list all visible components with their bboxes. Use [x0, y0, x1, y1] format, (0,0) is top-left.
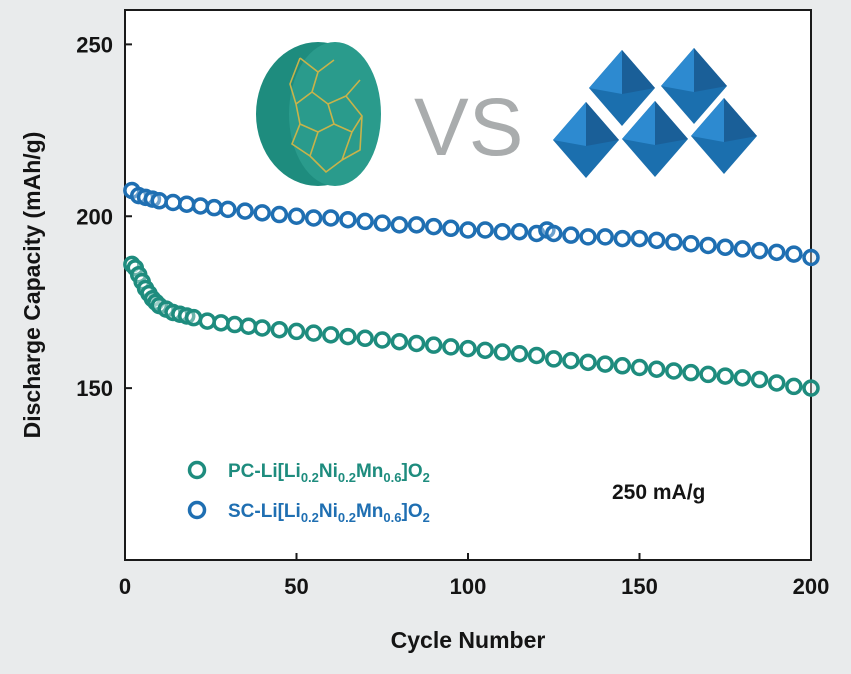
- pc-data-point: [253, 319, 271, 337]
- sc-data-point: [699, 236, 717, 255]
- pc-data-point: [767, 374, 786, 392]
- data-points: [123, 181, 820, 397]
- y-axis-label: Discharge Capacity (mAh/g): [19, 132, 45, 439]
- sc-data-point: [682, 235, 700, 253]
- pc-data-point: [596, 355, 614, 373]
- pc-data-point: [184, 308, 203, 327]
- pc-data-point: [339, 327, 357, 346]
- pc-data-point: [287, 322, 306, 341]
- pc-data-point: [459, 339, 477, 358]
- pc-data-point: [322, 326, 340, 344]
- single-crystal-octahedra-illustration: [553, 48, 757, 178]
- sc-data-point: [164, 193, 182, 212]
- sc-data-point: [750, 241, 769, 260]
- sc-data-point: [236, 202, 254, 220]
- sc-data-point: [424, 217, 443, 236]
- sc-data-point: [253, 204, 271, 222]
- sc-data-point: [562, 226, 580, 244]
- sc-data-point: [322, 209, 340, 227]
- pc-data-point: [562, 351, 580, 370]
- sc-data-point: [545, 224, 563, 243]
- pc-data-point: [699, 365, 717, 384]
- pc-data-point: [356, 329, 374, 348]
- pc-data-point: [682, 363, 700, 382]
- sc-data-point: [373, 214, 391, 232]
- x-tick-label: 150: [621, 574, 658, 599]
- x-tick-label: 50: [284, 574, 308, 599]
- pc-data-point: [198, 312, 217, 330]
- sc-data-point: [442, 219, 460, 238]
- sc-data-point: [459, 221, 477, 239]
- sc-data-point: [407, 216, 426, 234]
- axis-ticks: 0 50 100 150 200 150 200 250: [76, 32, 829, 599]
- sc-data-point: [390, 216, 409, 234]
- pc-data-point: [647, 360, 666, 378]
- sc-data-point: [767, 243, 786, 262]
- sc-data-point: [177, 195, 196, 213]
- legend-marker-pc: [187, 460, 207, 480]
- legend-marker-sc: [187, 500, 207, 520]
- pc-data-point: [630, 358, 649, 377]
- x-tick-label: 0: [119, 574, 131, 599]
- sc-data-point: [613, 229, 632, 248]
- sc-data-point: [665, 233, 683, 251]
- pc-data-point: [424, 336, 443, 354]
- pc-data-point: [270, 320, 289, 339]
- pc-data-point: [733, 369, 752, 387]
- sc-data-point: [219, 200, 237, 219]
- sc-data-point: [802, 248, 820, 267]
- legend: PC-Li[Li0.2Ni0.2Mn0.6]O2 SC-Li[Li0.2Ni0.…: [187, 460, 430, 525]
- pc-data-point: [476, 341, 494, 360]
- legend-label-pc: PC-Li[Li0.2Ni0.2Mn0.6]O2: [228, 461, 430, 485]
- y-tick-label: 250: [76, 32, 113, 57]
- sc-data-point: [356, 212, 374, 231]
- sc-data-point: [647, 231, 666, 250]
- y-tick-label: 150: [76, 376, 113, 401]
- sc-data-point: [304, 209, 323, 227]
- sc-data-point: [150, 192, 169, 210]
- pc-data-point: [304, 324, 323, 342]
- vs-label: VS: [414, 82, 523, 173]
- x-tick-label: 100: [450, 574, 487, 599]
- pc-data-point: [239, 317, 258, 335]
- sc-data-point: [630, 229, 649, 248]
- pc-data-point: [785, 377, 803, 396]
- sc-data-point: [785, 245, 803, 263]
- y-tick-label: 200: [76, 204, 113, 229]
- sc-data-point: [510, 222, 529, 241]
- pc-data-point: [750, 370, 769, 389]
- pc-data-point: [373, 331, 391, 349]
- x-axis-label: Cycle Number: [391, 627, 546, 653]
- pc-data-point: [212, 314, 230, 332]
- sc-data-point: [205, 198, 223, 217]
- sc-data-point: [339, 210, 357, 229]
- pc-data-point: [390, 332, 409, 351]
- sc-data-point: [596, 228, 614, 246]
- pc-data-point: [665, 362, 683, 380]
- current-density-annotation: 250 mA/g: [612, 481, 705, 504]
- x-tick-label: 200: [793, 574, 830, 599]
- legend-label-sc: SC-Li[Li0.2Ni0.2Mn0.6]O2: [228, 501, 430, 525]
- pc-data-point: [613, 357, 632, 375]
- pc-data-point: [442, 338, 460, 356]
- pc-data-point: [493, 343, 512, 361]
- sc-data-point: [579, 228, 597, 246]
- pc-data-point: [407, 334, 426, 353]
- pc-data-point: [510, 345, 529, 363]
- pc-data-point: [579, 353, 597, 372]
- sc-data-point: [476, 221, 494, 239]
- pc-data-point: [226, 315, 244, 334]
- sc-data-point: [287, 207, 306, 225]
- sc-data-point: [270, 205, 289, 224]
- sc-data-point: [716, 238, 734, 256]
- pc-data-point: [716, 367, 734, 385]
- sc-data-point: [191, 197, 210, 215]
- sc-data-point: [493, 222, 512, 241]
- pc-data-point: [545, 350, 563, 368]
- pc-data-point: [802, 379, 820, 397]
- sc-data-point: [733, 240, 752, 258]
- pc-data-point: [527, 346, 546, 365]
- polycrystal-particle-illustration: [256, 42, 381, 186]
